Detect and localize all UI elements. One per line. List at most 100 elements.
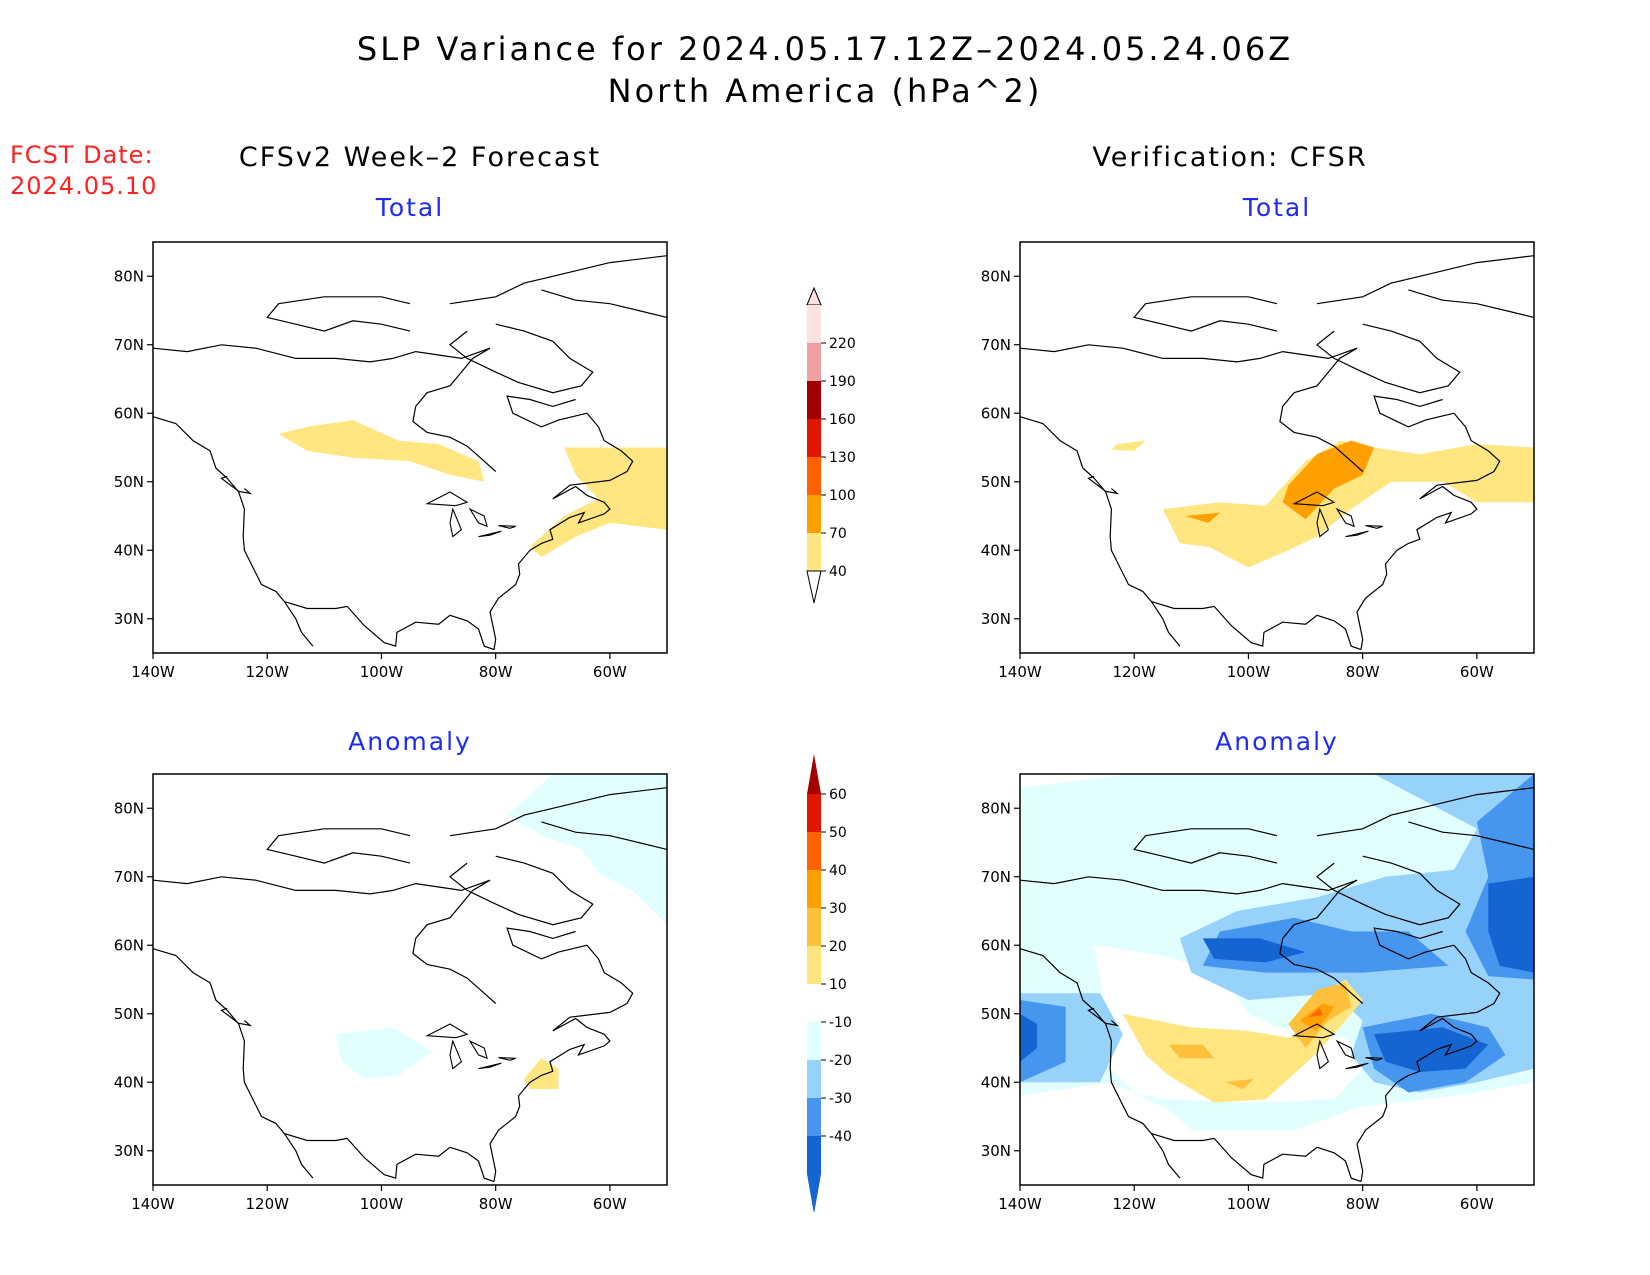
lake-outline	[498, 1057, 516, 1061]
forecast-total-coastlines	[152, 255, 668, 651]
lon-tick-label: 60W	[593, 663, 627, 681]
colorbar-anomaly: -40 -30 -20 -10 10 20 30 40 50 60	[790, 752, 900, 1214]
forecast-anomaly-contour-region	[524, 1058, 559, 1090]
lat-tick-label: 30N	[981, 610, 1011, 628]
coastline	[266, 296, 411, 332]
colorbar-anomaly-label: 30	[829, 901, 847, 917]
lon-tick-label: 120W	[245, 1195, 289, 1213]
lake-outline	[449, 507, 463, 538]
lat-tick-label: 40N	[114, 541, 144, 559]
colorbar-total-swatch	[807, 419, 821, 457]
fcst-date-label: FCST Date:	[10, 141, 154, 169]
lat-tick-label: 50N	[981, 1005, 1011, 1023]
coastline	[1373, 927, 1455, 960]
colorbar-anomaly-bottom-arrow	[807, 1174, 821, 1214]
lat-tick-label: 80N	[114, 799, 144, 817]
colorbar-total-bottom-arrow	[806, 570, 822, 604]
lat-tick-label: 60N	[981, 936, 1011, 954]
verification-anomaly-contour-region	[1488, 876, 1534, 973]
coastline	[1316, 255, 1535, 305]
forecast-anomaly-shading	[335, 774, 667, 1090]
lon-tick-label: 80W	[479, 1195, 513, 1213]
colorbar-anomaly-swatch	[807, 832, 821, 870]
lat-tick-label: 40N	[114, 1073, 144, 1091]
lon-tick-label: 140W	[131, 663, 175, 681]
verification-anomaly-contour-region	[1225, 1078, 1255, 1090]
coastline	[449, 323, 594, 394]
verification-anomaly-contour-region	[1122, 979, 1363, 1103]
coastline	[1279, 347, 1364, 472]
coastline	[266, 828, 411, 864]
lat-tick-label: 70N	[114, 868, 144, 886]
lake-outline	[1335, 1039, 1355, 1060]
colorbar-anomaly-label: 20	[829, 939, 847, 955]
verification-total-contour-region	[1282, 440, 1375, 520]
coastline	[449, 855, 594, 926]
colorbar-anomaly-top-arrow	[807, 754, 821, 794]
coastline	[1019, 948, 1181, 1179]
lat-tick-label: 80N	[114, 267, 144, 285]
forecast-anomaly-contour-region	[335, 1027, 433, 1079]
coastline	[1279, 879, 1364, 1004]
forecast-anomaly-contour-region	[507, 774, 667, 925]
coastline	[1356, 412, 1501, 650]
colorbar-anomaly-swatch	[807, 1136, 821, 1174]
colorbar-total-swatch	[807, 343, 821, 381]
colorbar-anomaly-label: -20	[829, 1053, 852, 1069]
map-forecast-anomaly: 80N 70N 60N 50N 40N 30N 140W 120W 100W 80W 60W	[90, 772, 710, 1242]
colorbar-anomaly-swatch	[807, 1098, 821, 1136]
coastline	[152, 948, 314, 1179]
column-heading-forecast: CFSv2 Week–2 Forecast	[238, 142, 602, 173]
lake-outline	[449, 1039, 463, 1070]
lon-tick-label: 100W	[360, 663, 404, 681]
lon-tick-label: 100W	[360, 1195, 404, 1213]
colorbar-anomaly-swatch	[807, 1060, 821, 1098]
lake-outline	[425, 491, 469, 507]
colorbar-total-label: 190	[829, 374, 856, 390]
lake-outline	[1335, 507, 1355, 528]
lake-outline	[1316, 1039, 1330, 1070]
verification-anomaly-coastlines	[1019, 787, 1535, 1183]
coastline	[506, 927, 588, 960]
lon-tick-label: 100W	[1227, 663, 1271, 681]
lake-outline	[498, 525, 516, 529]
lake-outline	[1292, 1023, 1336, 1039]
colorbar-total-label: 70	[829, 526, 847, 542]
lon-tick-label: 140W	[998, 1195, 1042, 1213]
colorbar-anomaly-swatch	[807, 946, 821, 984]
verification-anomaly-contour-region	[1374, 1027, 1489, 1072]
lon-tick-label: 60W	[593, 1195, 627, 1213]
forecast-anomaly-frame	[152, 773, 668, 1186]
forecast-total-contour-region	[278, 420, 485, 482]
coastline	[1133, 296, 1278, 332]
lon-tick-label: 80W	[1346, 663, 1380, 681]
colorbar-total-swatch	[807, 457, 821, 495]
lake-outline	[478, 1062, 502, 1070]
colorbar-total-swatch	[807, 495, 821, 533]
colorbar-anomaly-label: -10	[829, 1015, 852, 1031]
lon-tick-label: 140W	[131, 1195, 175, 1213]
coastline	[541, 289, 668, 318]
map-forecast-total: 80N 70N 60N 50N 40N 30N 140W 120W 100W 80W 60W	[90, 240, 710, 710]
fcst-date: FCST Date: 2024.05.10	[10, 140, 157, 202]
colorbar-total-swatch	[807, 381, 821, 419]
coastline	[412, 879, 497, 1004]
verification-total-frame	[1019, 241, 1535, 654]
main-subtitle: North America (hPa^2)	[607, 72, 1043, 110]
verification-anomaly-contour-region	[1308, 1008, 1323, 1018]
forecast-total-contour-region	[529, 447, 667, 558]
colorbar-total-swatch	[807, 533, 821, 571]
forecast-anomaly-coastlines	[152, 787, 668, 1183]
colorbar-anomaly-label: -40	[829, 1129, 852, 1145]
lake-outline	[1345, 530, 1369, 538]
coastline	[489, 412, 634, 650]
panel-title-forecast-total: Total	[375, 193, 445, 222]
lon-tick-label: 120W	[1112, 1195, 1156, 1213]
coastline	[1408, 821, 1535, 850]
coastline	[284, 601, 495, 651]
lon-tick-label: 60W	[1460, 663, 1494, 681]
coastline	[1019, 416, 1181, 647]
lon-tick-label: 120W	[245, 663, 289, 681]
lat-tick-label: 70N	[981, 868, 1011, 886]
verification-total-shading	[1111, 440, 1534, 568]
